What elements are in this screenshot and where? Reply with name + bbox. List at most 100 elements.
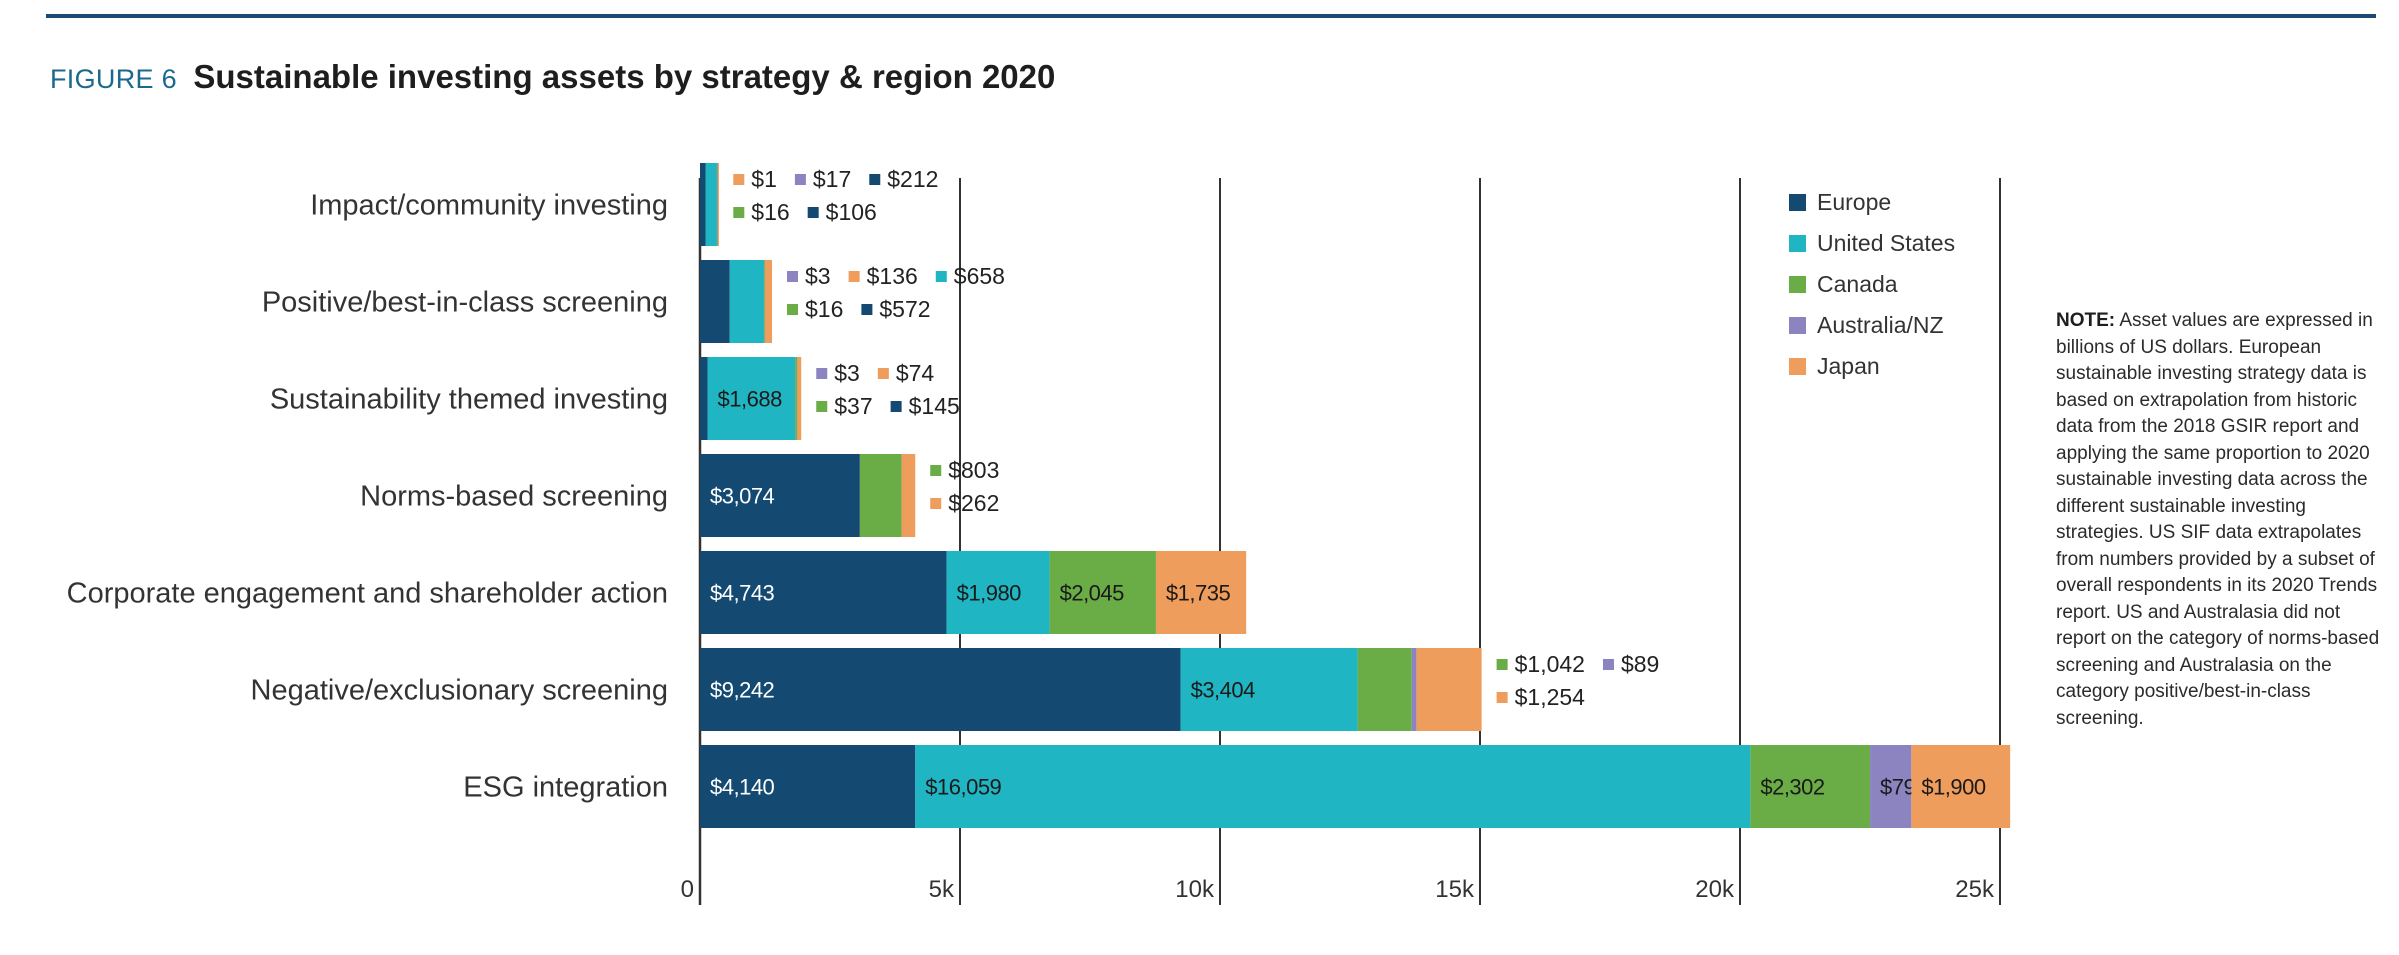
bar-value-label: $1,900 [1921, 775, 1986, 800]
side-label-swatch-australia-nz [1602, 659, 1614, 670]
bar-canada [1357, 648, 1412, 731]
side-value-label: $262 [948, 490, 999, 516]
bar-australia-nz [1411, 648, 1417, 731]
legend-swatch-europe [1789, 194, 1806, 211]
side-label-swatch-europe [807, 207, 819, 218]
bar-canada [859, 454, 902, 537]
bar-value-label: $3,404 [1191, 678, 1256, 703]
side-value-label: $3 [834, 360, 860, 386]
side-value-label: $106 [826, 199, 877, 225]
side-value-label: $37 [834, 393, 872, 419]
bar-united-states [946, 551, 1050, 634]
x-tick-label: 25k [1955, 876, 1995, 903]
bar-value-label: $16,059 [925, 775, 1001, 800]
bar-europe [700, 163, 706, 246]
note-box: NOTE: Asset values are expressed in bill… [2056, 308, 2386, 732]
bar-australia-nz [717, 163, 719, 246]
category-label: Sustainability themed investing [270, 384, 668, 416]
side-value-label: $17 [813, 166, 851, 192]
category-label: Impact/community investing [310, 190, 668, 222]
bar-value-label: $1,688 [718, 387, 783, 412]
note-label: NOTE: [2056, 310, 2116, 331]
bar-europe [700, 745, 916, 828]
side-value-label: $803 [948, 457, 999, 483]
side-value-label: $658 [954, 263, 1005, 289]
side-value-label: $16 [805, 296, 843, 322]
side-label-swatch-canada [787, 304, 799, 315]
legend-label-europe: Europe [1817, 189, 1891, 215]
bar-united-states [707, 357, 796, 440]
side-value-label: $572 [879, 296, 930, 322]
bar-japan [764, 260, 773, 343]
x-tick-label: 15k [1435, 876, 1475, 903]
bar-value-label: $1,980 [957, 581, 1022, 606]
side-label-swatch-canada [816, 401, 828, 412]
side-value-label: $212 [887, 166, 938, 192]
x-tick-label: 0 [681, 876, 694, 903]
bar-europe [700, 648, 1181, 731]
side-value-label: $1,254 [1515, 684, 1586, 710]
category-label: Corporate engagement and shareholder act… [67, 578, 668, 610]
figure-title: Sustainable investing assets by strategy… [193, 58, 1056, 95]
note-text: Asset values are expressed in billions o… [2056, 310, 2380, 729]
side-label-swatch-canada [1496, 659, 1508, 670]
bar-united-states [705, 163, 717, 246]
bar-japan [718, 163, 720, 246]
bar-value-label: $2,302 [1760, 775, 1825, 800]
bar-europe [700, 551, 947, 634]
side-value-label: $3 [805, 263, 831, 289]
bar-canada [795, 357, 798, 440]
bar-japan [797, 357, 802, 440]
bar-australia-nz [1870, 745, 1912, 828]
legend-label-united-states: United States [1817, 230, 1955, 256]
side-value-label: $74 [896, 360, 935, 386]
side-label-swatch-japan [848, 271, 860, 282]
bar-canada [716, 163, 718, 246]
bar-canada [763, 260, 765, 343]
side-label-swatch-canada [930, 465, 942, 476]
top-rule [46, 14, 2376, 18]
side-value-label: $136 [867, 263, 918, 289]
bar-canada [1049, 551, 1156, 634]
bar-value-label: $4,140 [710, 775, 775, 800]
category-label: ESG integration [463, 772, 668, 804]
side-label-swatch-europe [890, 401, 902, 412]
side-label-swatch-canada [733, 207, 745, 218]
bar-canada [1750, 745, 1871, 828]
side-value-label: $16 [751, 199, 789, 225]
legend-swatch-australia-nz [1789, 317, 1806, 334]
side-label-swatch-japan [930, 498, 942, 509]
bar-united-states [1180, 648, 1358, 731]
legend-swatch-japan [1789, 358, 1806, 375]
category-label: Positive/best-in-class screening [262, 287, 668, 319]
bar-europe [700, 357, 708, 440]
bar-japan [1911, 745, 2011, 828]
side-value-label: $145 [909, 393, 960, 419]
side-value-label: $1,042 [1515, 651, 1585, 677]
side-label-swatch-united-states [935, 271, 947, 282]
bar-europe [700, 454, 860, 537]
bar-value-label: $1,735 [1166, 581, 1231, 606]
side-label-swatch-australia-nz [816, 368, 828, 379]
legend-label-australia-nz: Australia/NZ [1817, 312, 1944, 338]
side-value-label: $89 [1621, 651, 1659, 677]
side-label-swatch-japan [1496, 692, 1508, 703]
side-label-swatch-europe [861, 304, 873, 315]
x-tick-label: 5k [929, 876, 955, 903]
category-label: Norms-based screening [360, 481, 668, 513]
side-label-swatch-europe [869, 174, 881, 185]
bar-japan [901, 454, 916, 537]
legend-label-japan: Japan [1817, 353, 1880, 379]
side-value-label: $1 [751, 166, 777, 192]
side-label-swatch-japan [877, 368, 889, 379]
bar-japan [1416, 648, 1482, 731]
side-label-swatch-japan [733, 174, 745, 185]
bar-japan [1155, 551, 1247, 634]
legend-swatch-canada [1789, 276, 1806, 293]
bar-value-label: $3,074 [710, 484, 775, 509]
bar-europe [700, 260, 730, 343]
bar-united-states [915, 745, 1751, 828]
figure-heading: FIGURE 6 Sustainable investing assets by… [50, 58, 1055, 96]
figure-label: FIGURE 6 [50, 64, 177, 94]
